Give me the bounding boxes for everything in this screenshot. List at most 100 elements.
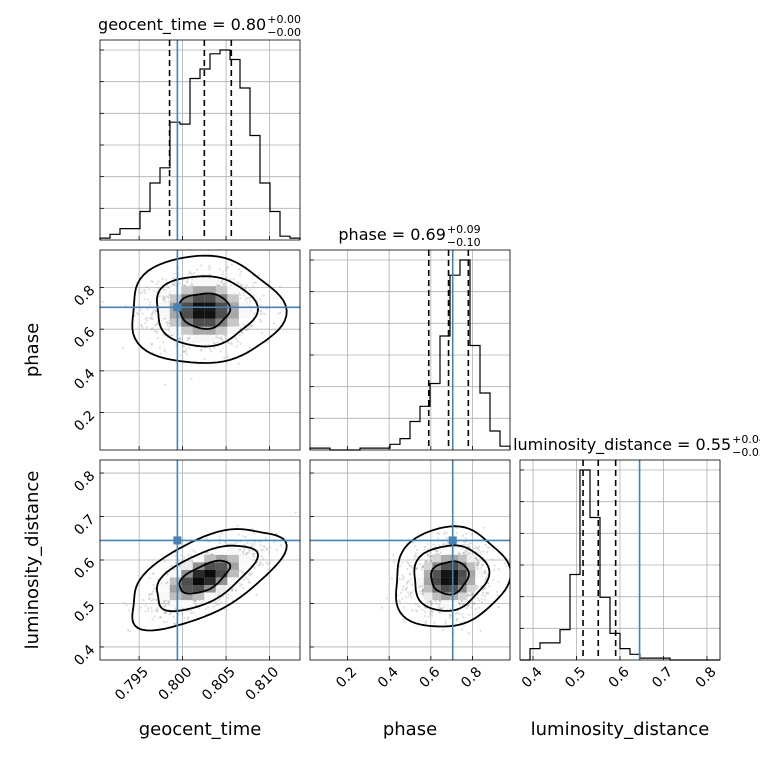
density-cell: [441, 562, 450, 570]
sample-point: [466, 593, 469, 596]
sample-point: [177, 337, 180, 340]
sample-point: [188, 347, 191, 350]
sample-point: [236, 282, 239, 285]
sample-point: [244, 329, 247, 332]
sample-point: [491, 558, 494, 561]
sample-point: [244, 286, 247, 290]
sample-point: [170, 334, 173, 337]
sample-point: [480, 601, 484, 604]
sample-point: [464, 549, 467, 552]
sample-point: [477, 549, 480, 552]
sample-point: [194, 600, 197, 603]
sample-point: [259, 544, 262, 547]
sample-point: [237, 281, 240, 284]
sample-point: [209, 266, 212, 269]
sample-point: [162, 601, 165, 604]
sample-point: [217, 599, 221, 602]
sample-point: [411, 609, 414, 612]
density-cell: [238, 554, 251, 563]
sample-point: [213, 342, 216, 345]
sample-point: [482, 526, 485, 529]
sample-point: [267, 562, 270, 565]
sample-point: [207, 552, 210, 555]
density-cell: [192, 569, 205, 578]
sample-point: [224, 337, 227, 340]
sample-point: [469, 552, 472, 555]
density-cell: [204, 310, 216, 319]
panel-frame: [519, 459, 721, 661]
sample-point: [205, 607, 208, 610]
sample-point: [223, 540, 226, 543]
sample-point: [456, 611, 459, 614]
title-equals: =: [672, 435, 696, 454]
sample-point: [148, 288, 151, 291]
sample-point: [147, 609, 150, 612]
sample-point: [477, 561, 480, 565]
sample-point: [478, 599, 481, 602]
sample-point: [145, 285, 148, 289]
density-cell: [169, 592, 182, 601]
sample-point: [429, 559, 432, 563]
sample-point: [476, 596, 479, 600]
sample-point: [178, 337, 181, 340]
sample-point: [423, 606, 427, 609]
sample-point: [419, 563, 422, 566]
x-tick-label-geocent_time: 0.795: [112, 664, 152, 704]
sample-point: [188, 270, 191, 274]
sample-point: [423, 610, 427, 613]
panel-frame: [309, 459, 511, 661]
sample-point: [476, 563, 479, 567]
density-cell: [227, 326, 239, 335]
sample-point: [484, 543, 487, 547]
sample-point: [128, 630, 131, 633]
sample-point: [399, 591, 402, 594]
density-cell: [449, 592, 459, 601]
sample-point: [238, 334, 241, 337]
sample-point: [149, 301, 152, 304]
sample-point: [486, 546, 489, 549]
sample-point: [171, 284, 174, 287]
sample-point: [470, 601, 473, 605]
sample-point: [242, 535, 245, 538]
sample-point: [479, 551, 483, 554]
sample-point: [437, 604, 441, 607]
sample-point: [468, 542, 471, 546]
sample-point: [415, 567, 419, 570]
sample-point: [445, 532, 448, 535]
sample-point: [196, 268, 199, 271]
density-cell: [227, 554, 239, 563]
sample-point: [165, 278, 168, 281]
sample-point: [464, 600, 467, 603]
sample-point: [248, 580, 251, 584]
sample-point: [431, 602, 434, 605]
sample-point: [241, 551, 245, 554]
density-cell: [169, 310, 182, 319]
sample-point: [458, 603, 461, 606]
sample-point: [190, 278, 194, 281]
sample-point: [152, 289, 156, 292]
sample-point: [455, 618, 458, 621]
sample-point: [247, 297, 250, 300]
sample-point: [166, 581, 169, 584]
density-cell: [181, 577, 193, 585]
sample-point: [426, 542, 429, 545]
density-cell: [466, 569, 476, 578]
sample-point: [220, 600, 223, 603]
sample-point: [218, 602, 221, 606]
sample-point: [223, 356, 226, 359]
sample-point: [470, 533, 473, 536]
sample-point: [154, 312, 157, 315]
sample-point: [225, 608, 228, 611]
y-tick-label-luminosity_distance: 0.5: [71, 599, 98, 626]
sample-point: [408, 594, 411, 597]
sample-point: [151, 351, 155, 354]
sample-point: [467, 604, 470, 607]
sample-point: [163, 610, 166, 614]
sample-point: [406, 567, 409, 570]
density-cell: [423, 592, 433, 601]
sample-point: [239, 548, 242, 552]
sample-point: [409, 565, 412, 568]
title-err-minus: −0.00: [267, 26, 301, 39]
sample-point: [235, 337, 238, 340]
sample-point: [396, 594, 399, 597]
